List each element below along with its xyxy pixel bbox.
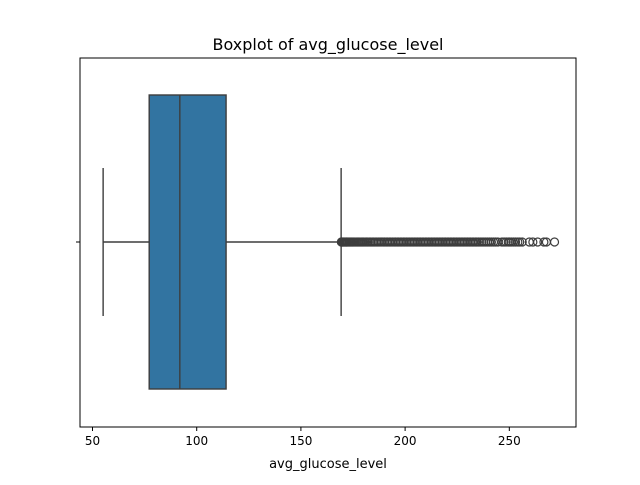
outlier-point <box>533 237 543 247</box>
plot-area <box>102 94 560 390</box>
outlier-point <box>515 237 525 247</box>
x-axis-label: avg_glucose_level <box>269 457 387 472</box>
x-tick-label: 50 <box>85 434 100 448</box>
outlier-point <box>539 237 549 247</box>
chart-title: Boxplot of avg_glucose_level <box>213 35 444 55</box>
x-tick-label: 200 <box>394 434 417 448</box>
outlier-point <box>528 237 538 247</box>
x-axis: 50 100 150 200 250 <box>76 241 521 448</box>
outlier-point <box>510 237 521 247</box>
x-tick-label: 150 <box>289 434 312 448</box>
outlier-point <box>517 237 527 247</box>
iqr-box <box>148 94 227 390</box>
x-tick-label: 100 <box>185 434 208 448</box>
outlier-point <box>549 237 560 247</box>
x-tick-label: 250 <box>498 434 521 448</box>
